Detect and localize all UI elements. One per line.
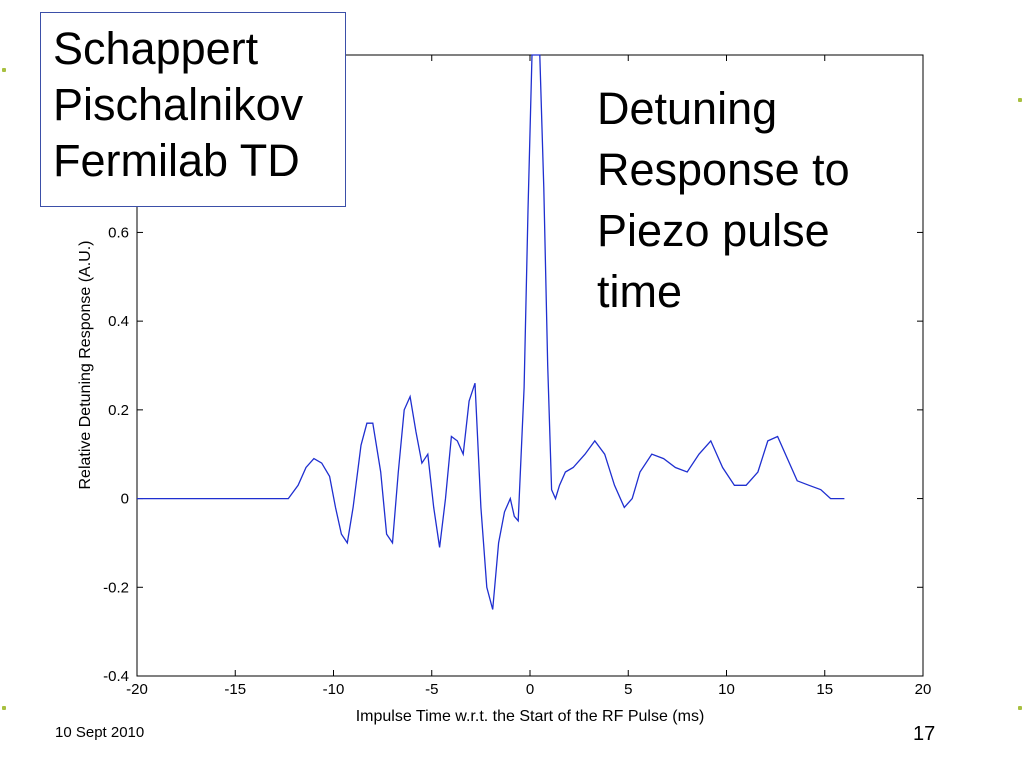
decorative-dot [2,706,6,710]
y-tick-label: 0.6 [108,224,129,241]
decorative-dot [2,68,6,72]
author-line: Pischalnikov [53,79,304,130]
y-tick-label: -0.4 [103,668,129,685]
x-tick-label: -5 [425,681,438,698]
authors-box: Schappert Pischalnikov Fermilab TD [40,12,346,207]
y-axis-ticks: -0.4 -0.2 0 0.2 0.4 0.6 [103,224,923,685]
x-axis-ticks: -20 -15 -10 -5 0 5 10 15 20 [126,55,931,698]
page-number: 17 [913,723,936,745]
y-tick-label: 0 [121,491,129,508]
y-axis-label: Relative Detuning Response (A.U.) [77,240,94,489]
x-tick-label: -20 [126,681,148,698]
detuning-response-line [137,54,845,610]
decorative-dot [1018,706,1022,710]
caption-line: Detuning [597,83,778,134]
author-line: Fermilab TD [53,135,300,186]
x-tick-label: 0 [526,681,534,698]
x-axis-label: Impulse Time w.r.t. the Start of the RF … [356,708,705,725]
x-tick-label: 15 [816,681,833,698]
footer-date: 10 Sept 2010 [55,724,145,741]
caption-line: Piezo pulse [597,205,830,256]
decorative-dot [1018,98,1022,102]
y-tick-label: 0.2 [108,402,129,419]
x-tick-label: -10 [323,681,345,698]
caption-line: time [597,266,683,317]
author-line: Schappert [53,23,259,74]
x-tick-label: 10 [718,681,735,698]
x-tick-label: -15 [224,681,246,698]
slide-caption: Detuning Response to Piezo pulse time [597,78,917,322]
x-tick-label: 5 [624,681,632,698]
y-tick-label: 0.4 [108,313,129,330]
y-tick-label: -0.2 [103,579,129,596]
caption-line: Response to [597,144,850,195]
x-tick-label: 20 [915,681,932,698]
